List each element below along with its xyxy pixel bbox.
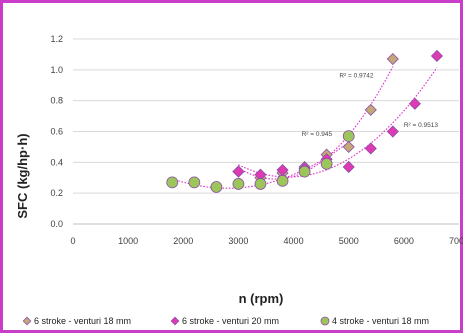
data-points	[166, 49, 444, 193]
x-tick-label: 4000	[284, 236, 304, 246]
data-point-series-3	[342, 130, 355, 143]
data-point-series-2	[232, 165, 245, 178]
y-tick-label: 1.2	[50, 34, 63, 44]
y-tick-label: 1.0	[50, 65, 63, 75]
legend-label: 6 stroke - venturi 18 mm	[34, 316, 131, 326]
y-tick-label: 0.4	[50, 157, 63, 167]
data-point-series-2	[386, 125, 399, 138]
data-point-series-1	[386, 52, 399, 66]
r2-label: R² = 0.945	[302, 131, 333, 138]
trendline	[238, 67, 438, 178]
y-tick-label: 0.0	[50, 219, 63, 229]
y-tick-label: 0.2	[50, 188, 63, 198]
legend-label: 4 stroke - venturi 18 mm	[332, 316, 429, 326]
legend-item: 4 stroke - venturi 18 mm	[320, 316, 429, 326]
legend-marker	[22, 316, 32, 326]
data-point-series-3	[298, 165, 311, 178]
legend: 6 stroke - venturi 18 mm 6 stroke - ventu…	[22, 316, 429, 326]
data-point-series-3	[254, 178, 267, 190]
data-point-series-2	[408, 97, 421, 110]
r2-annotations: R² = 0.9742 R² = 0.9513 R² = 0.945	[302, 73, 439, 139]
axes: 0.0 0.2 0.4 0.6 0.8 1.0 1.2 0 1000 2000 3000 4000 50…	[50, 34, 463, 246]
data-point-series-3	[166, 176, 179, 189]
data-point-series-2	[430, 49, 444, 63]
r2-label: R² = 0.9742	[339, 73, 374, 80]
y-axis-label: SFC (kg/hp·h)	[15, 133, 30, 218]
data-point-series-3	[210, 181, 223, 193]
x-tick-label: 0	[70, 236, 75, 246]
x-tick-label: 7000	[449, 236, 463, 246]
legend-item: 6 stroke - venturi 20 mm	[170, 316, 279, 326]
legend-item: 6 stroke - venturi 18 mm	[22, 316, 131, 326]
chart-canvas: 0.0 0.2 0.4 0.6 0.8 1.0 1.2 0 1000 2000 3000 4000 50…	[15, 34, 463, 326]
grid-lines	[73, 38, 459, 225]
legend-marker	[320, 316, 330, 326]
data-point-series-3	[276, 174, 289, 187]
trendline	[172, 141, 350, 189]
x-tick-label: 3000	[228, 236, 248, 246]
x-tick-label: 2000	[173, 236, 193, 246]
data-point-series-1	[342, 140, 355, 153]
data-point-series-2	[342, 160, 355, 174]
x-tick-label: 5000	[339, 236, 359, 246]
data-point-series-2	[364, 142, 377, 155]
data-point-series-3	[188, 176, 201, 189]
legend-label: 6 stroke - venturi 20 mm	[182, 316, 279, 326]
x-tick-label: 6000	[394, 236, 414, 246]
y-tick-label: 0.8	[50, 96, 63, 106]
data-point-series-1	[364, 103, 377, 116]
x-axis-label: n (rpm)	[239, 291, 284, 306]
y-tick-label: 0.6	[50, 127, 63, 137]
r2-label: R² = 0.9513	[404, 122, 439, 129]
data-point-series-3	[232, 178, 245, 190]
legend-marker	[170, 316, 180, 326]
data-point-series-3	[320, 157, 333, 170]
x-tick-label: 1000	[118, 236, 138, 246]
